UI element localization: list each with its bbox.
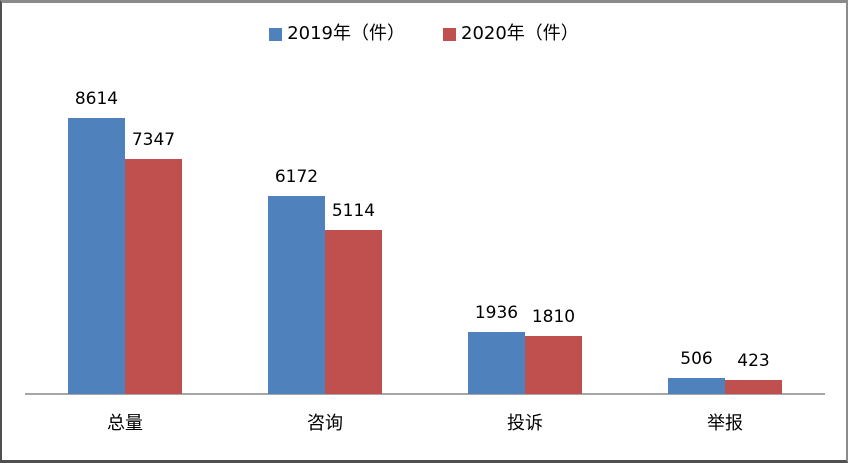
bar-s0-举报 [668, 378, 725, 394]
category-label-咨询: 咨询 [307, 413, 343, 434]
bar-s1-咨询 [325, 230, 382, 394]
category-label-举报: 举报 [707, 413, 743, 434]
bar-value-label-s1-咨询: 5114 [331, 201, 376, 221]
bar-s0-咨询 [268, 196, 325, 394]
plot-area: 8614 7347 6172 5114 1936 1810 506 423 [25, 74, 825, 395]
category-label-总量: 总量 [107, 413, 143, 434]
legend-label-2020: 2020年（件） [461, 23, 579, 44]
bar-s1-投诉 [525, 336, 582, 394]
bar-value-label-s1-总量: 7347 [131, 130, 176, 150]
category-axis: 总量 咨询 投诉 举报 [25, 409, 825, 435]
legend-item-2019: 2019年（件） [269, 25, 405, 43]
bar-value-label-s0-总量: 8614 [74, 89, 119, 109]
legend-swatch-2019 [269, 27, 283, 41]
x-axis-line [25, 393, 825, 395]
bar-s0-总量 [68, 118, 125, 394]
bar-value-label-s1-投诉: 1810 [531, 307, 576, 327]
bar-value-label-s0-咨询: 6172 [274, 167, 319, 187]
bar-value-label-s0-投诉: 1936 [474, 303, 519, 323]
bar-s1-举报 [725, 380, 782, 394]
legend-label-2019: 2019年（件） [287, 23, 405, 44]
legend: 2019年（件） 2020年（件） [2, 25, 846, 43]
bar-value-label-s0-举报: 506 [680, 349, 713, 369]
bar-s0-投诉 [468, 332, 525, 394]
legend-item-2020: 2020年（件） [443, 25, 579, 43]
legend-swatch-2020 [443, 27, 456, 41]
bar-s1-总量 [125, 159, 182, 394]
bar-value-label-s1-举报: 423 [737, 351, 770, 371]
category-label-投诉: 投诉 [507, 413, 543, 434]
